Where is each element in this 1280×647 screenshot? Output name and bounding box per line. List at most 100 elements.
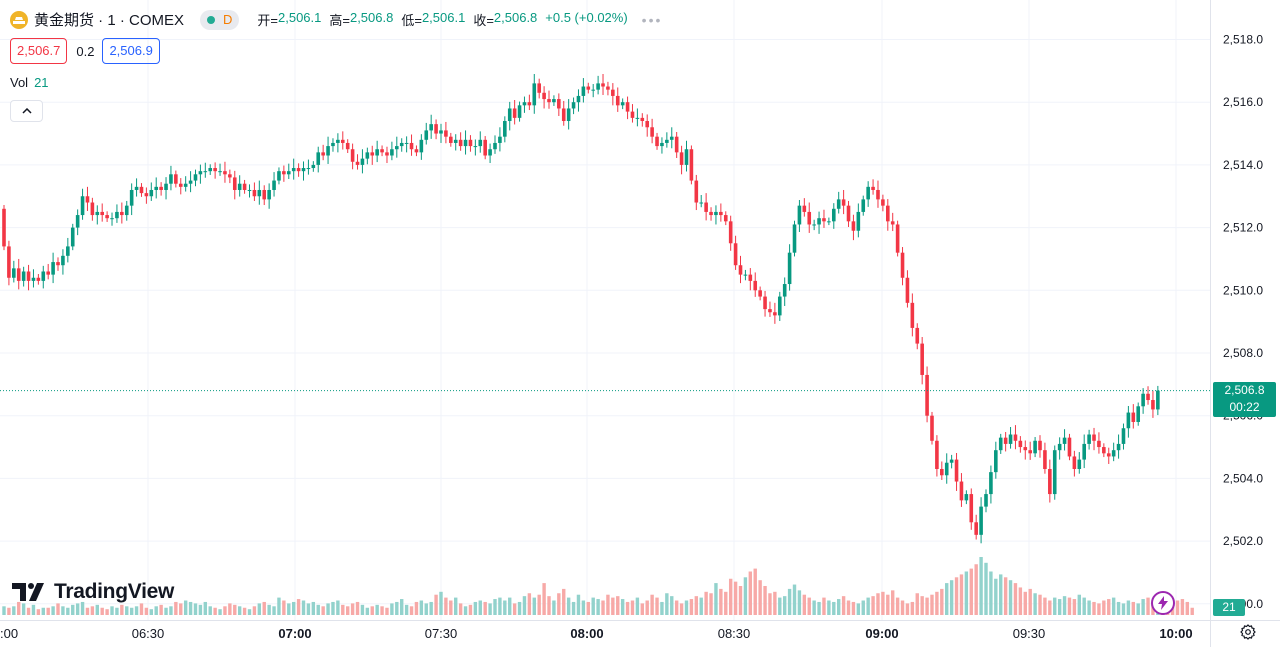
volume-bar bbox=[120, 604, 124, 615]
volume-bar bbox=[267, 604, 271, 615]
candle-body bbox=[149, 189, 154, 197]
candle-body bbox=[434, 124, 438, 134]
volume-bar bbox=[169, 606, 173, 615]
candle-body bbox=[164, 183, 168, 190]
y-tick-label: 2,504.0 bbox=[1223, 471, 1263, 485]
candle-body bbox=[61, 255, 65, 266]
candle-body bbox=[831, 208, 836, 222]
volume-bar bbox=[110, 606, 114, 615]
candle-body bbox=[709, 211, 713, 216]
candle-body bbox=[890, 221, 895, 225]
candle-body bbox=[1023, 447, 1028, 451]
volume-bar bbox=[699, 597, 703, 615]
volume-bar bbox=[395, 601, 399, 615]
volume-bar bbox=[1008, 580, 1013, 615]
volume-bar bbox=[282, 600, 286, 615]
volume-bar bbox=[1116, 601, 1121, 615]
volume-bar bbox=[954, 577, 959, 615]
candle-body bbox=[719, 211, 723, 216]
volume-bar bbox=[606, 594, 610, 615]
candle-body bbox=[940, 468, 944, 476]
volume-bar bbox=[1048, 600, 1052, 615]
collapse-legend-button[interactable] bbox=[10, 100, 43, 122]
volume-bar bbox=[56, 603, 60, 615]
volume-bar bbox=[797, 590, 802, 615]
symbol-legend: 黄金期货 · 1 · COMEX D 开= 2,506.1 高= 2,506.8… bbox=[10, 9, 662, 30]
candle-body bbox=[836, 199, 841, 209]
candle-body bbox=[286, 171, 291, 175]
candle-body bbox=[1077, 459, 1082, 469]
candle-body bbox=[733, 243, 738, 266]
candle-body bbox=[1082, 443, 1086, 460]
candle-body bbox=[1062, 437, 1067, 444]
settings-icon[interactable] bbox=[1240, 624, 1256, 640]
volume-bar bbox=[660, 601, 664, 615]
candle-body bbox=[218, 171, 222, 173]
volume-bar bbox=[164, 607, 168, 615]
volume-bar bbox=[969, 568, 973, 615]
candle-body bbox=[611, 89, 615, 96]
symbol-title[interactable]: 黄金期货 · 1 · COMEX bbox=[34, 12, 185, 29]
x-tick-label: 09:00 bbox=[865, 626, 898, 641]
volume-bar bbox=[812, 600, 816, 615]
candle-body bbox=[728, 221, 733, 244]
volume-bar bbox=[454, 597, 458, 615]
volume-bar bbox=[1062, 596, 1067, 615]
candle-body bbox=[915, 327, 920, 344]
volume-bar bbox=[174, 601, 178, 615]
volume-bar bbox=[390, 603, 394, 615]
volume-bar bbox=[493, 599, 497, 615]
volume-bar bbox=[272, 606, 276, 615]
open-label: 开= bbox=[257, 13, 278, 28]
volume-bar bbox=[684, 600, 689, 615]
candle-body bbox=[841, 199, 846, 206]
candle-body bbox=[1092, 434, 1096, 441]
candle-body bbox=[468, 139, 473, 147]
volume-bar bbox=[1028, 588, 1032, 615]
market-status-badge[interactable]: D bbox=[200, 9, 240, 30]
candle-body bbox=[237, 183, 242, 190]
volume-bar bbox=[832, 601, 836, 615]
volume-bar bbox=[424, 603, 428, 615]
more-options-icon[interactable]: ••• bbox=[641, 11, 663, 28]
sell-button[interactable]: 2,506.7 bbox=[10, 38, 68, 64]
last-price-value: 2,506.8 bbox=[1224, 383, 1265, 397]
volume-bar bbox=[552, 600, 556, 615]
tradingview-logo[interactable]: TradingView bbox=[12, 580, 174, 604]
volume-bar bbox=[473, 601, 478, 615]
volume-bar bbox=[12, 606, 16, 615]
candle-body bbox=[606, 86, 610, 90]
candle-body bbox=[1028, 450, 1032, 454]
volume-bar bbox=[350, 603, 355, 615]
candle-body bbox=[817, 218, 821, 225]
volume-bar bbox=[792, 584, 797, 615]
candle-body bbox=[635, 117, 640, 119]
volume-bar bbox=[1067, 597, 1072, 615]
candle-body bbox=[193, 174, 198, 181]
volume-bar bbox=[80, 601, 85, 615]
candle-body bbox=[139, 186, 144, 194]
candle-body bbox=[876, 189, 880, 200]
candle-body bbox=[905, 277, 910, 303]
bar-countdown: 00:22 bbox=[1229, 400, 1260, 414]
candle-body bbox=[1072, 456, 1077, 469]
volume-bar bbox=[905, 603, 910, 615]
volume-bar bbox=[984, 562, 988, 615]
volume-bar bbox=[277, 597, 281, 615]
lightning-button[interactable] bbox=[1151, 591, 1175, 615]
candle-body bbox=[566, 108, 571, 122]
candle-body bbox=[1008, 434, 1013, 444]
candle-body bbox=[36, 277, 41, 281]
candle-body bbox=[208, 168, 213, 172]
volume-bar bbox=[900, 600, 905, 615]
candle-body bbox=[1038, 440, 1042, 451]
candle-body bbox=[267, 189, 271, 200]
volume-bar bbox=[596, 599, 600, 615]
volume-bar bbox=[198, 604, 203, 615]
buy-button[interactable]: 2,506.9 bbox=[102, 38, 160, 64]
x-tick-label: 09:30 bbox=[1013, 626, 1046, 641]
volume-bar bbox=[640, 603, 644, 615]
candle-body bbox=[601, 83, 605, 87]
